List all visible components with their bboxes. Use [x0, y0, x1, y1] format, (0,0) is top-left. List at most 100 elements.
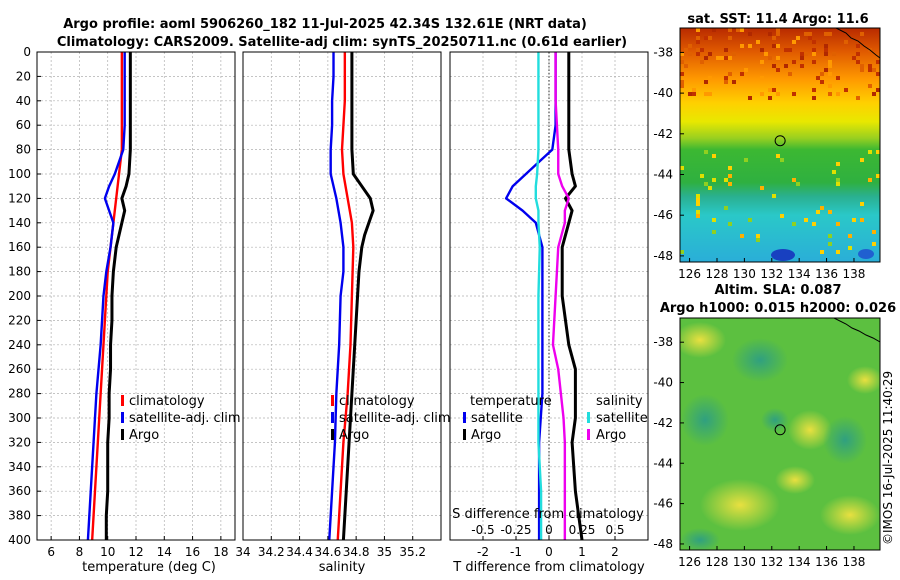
sst-pixel — [740, 234, 744, 238]
x-tick-label: 34.8 — [343, 545, 370, 559]
series-line-satellite — [534, 52, 543, 540]
map-y-tick-label: -46 — [653, 208, 673, 222]
sst-pixel — [856, 52, 860, 56]
legend-swatch-t-satellite — [463, 412, 466, 423]
x-tick-label: 12 — [128, 545, 143, 559]
sst-pixel — [744, 68, 748, 72]
sst-pixel — [744, 28, 748, 32]
sst-pixel — [768, 32, 772, 36]
sst-pixel — [708, 92, 712, 96]
sst-pixel — [680, 80, 684, 84]
sst-pixel — [696, 202, 700, 206]
sst-pixel — [748, 96, 752, 100]
y-tick-label: 120 — [8, 191, 31, 205]
sst-pixel — [792, 222, 796, 226]
sst-pixel — [816, 76, 820, 80]
x-tick-label: 18 — [213, 545, 228, 559]
sst-pixel — [812, 48, 816, 52]
sst-pixel — [696, 36, 700, 40]
sla-argo-marker — [774, 424, 786, 436]
figure-title-line2: Climatology: CARS2009. Satellite-adj cli… — [57, 35, 627, 50]
sst-pixel — [772, 194, 776, 198]
sst-pixel — [832, 170, 836, 174]
sst-pixel — [712, 28, 716, 32]
sst-pixel — [824, 32, 828, 36]
y-tick-label: 40 — [16, 94, 31, 108]
sst-pixel — [756, 40, 760, 44]
sst-coastline — [835, 28, 880, 59]
y-tick-label: 180 — [8, 265, 31, 279]
sst-pixel — [680, 84, 684, 88]
sst-pixel — [824, 44, 828, 48]
x-tick-label: 1 — [578, 545, 586, 559]
sst-pixel — [860, 218, 864, 222]
s-tick-label: 0.5 — [605, 523, 624, 537]
sst-pixel — [820, 250, 824, 254]
sst-pixel — [728, 36, 732, 40]
map-x-tick-label: 132 — [760, 555, 783, 569]
sst-pixel — [680, 250, 684, 254]
sst-pixel — [696, 32, 700, 36]
sst-pixel — [796, 36, 800, 40]
sst-pixel — [792, 40, 796, 44]
legend-label-s-satellite: satellite — [596, 411, 648, 426]
series-line-argo — [551, 52, 570, 540]
y-tick-label: 0 — [23, 45, 31, 59]
sst-pixel — [696, 198, 700, 202]
sst-pixel — [680, 72, 684, 76]
y-tick-label: 260 — [8, 362, 31, 376]
sst-pixel — [744, 158, 748, 162]
sla-high-blob — [788, 410, 832, 450]
sla-low-blob — [823, 416, 867, 464]
sst-pixel — [728, 166, 732, 170]
sla-map-title-line1: Altim. SLA: 0.087 — [715, 283, 842, 298]
s-tick-label: -0.25 — [500, 523, 531, 537]
sst-pixel — [712, 230, 716, 234]
difference-axes — [449, 51, 649, 541]
sst-pixel — [728, 28, 732, 32]
legend-label-satellite: satellite-adj. clim — [339, 411, 451, 426]
sst-pixel — [876, 72, 880, 76]
sst-pixel — [724, 48, 728, 52]
sst-pixel — [712, 178, 716, 182]
sla-low-blob — [732, 338, 788, 382]
sst-pixel — [700, 48, 704, 52]
sla-coastline — [833, 318, 880, 343]
sst-pixel — [800, 56, 804, 60]
sst-pixel — [856, 96, 860, 100]
sst-pixel — [828, 234, 832, 238]
sst-pixel — [836, 178, 840, 182]
series-line-argo — [104, 52, 132, 540]
x-tick-label: 6 — [47, 545, 55, 559]
sst-pixel — [856, 60, 860, 64]
sst-axes — [679, 27, 881, 263]
sst-pixel — [708, 76, 712, 80]
sst-pixel — [724, 76, 728, 80]
sst-pixel — [704, 80, 708, 84]
sst-pixel — [876, 88, 880, 92]
sst-pixel — [696, 28, 700, 32]
sst-pixel — [844, 88, 848, 92]
x-tick-label: 8 — [76, 545, 84, 559]
sst-pixel — [692, 88, 696, 92]
sst-pixel — [828, 72, 832, 76]
sst-pixel — [688, 44, 692, 48]
series-line-climatology — [336, 52, 355, 541]
map-x-tick-label: 132 — [760, 267, 783, 281]
y-tick-label: 100 — [8, 167, 31, 181]
y-tick-label: 400 — [8, 533, 31, 547]
sst-pixel — [780, 214, 784, 218]
legend-swatch-satellite — [331, 412, 334, 423]
legend-label-t-argo: Argo — [471, 428, 501, 443]
map-x-tick-label: 134 — [788, 555, 811, 569]
sst-pixel — [704, 182, 708, 186]
s-tick-label: -0.5 — [471, 523, 494, 537]
map-x-tick-label: 136 — [815, 555, 838, 569]
map-y-tick-label: -42 — [653, 416, 673, 430]
sst-pixel — [836, 76, 840, 80]
sst-pixel — [780, 158, 784, 162]
temperature-legend: climatology satellite-adj. clim Argo — [121, 394, 241, 443]
sst-pixel — [716, 56, 720, 60]
sst-pixel — [680, 166, 684, 170]
